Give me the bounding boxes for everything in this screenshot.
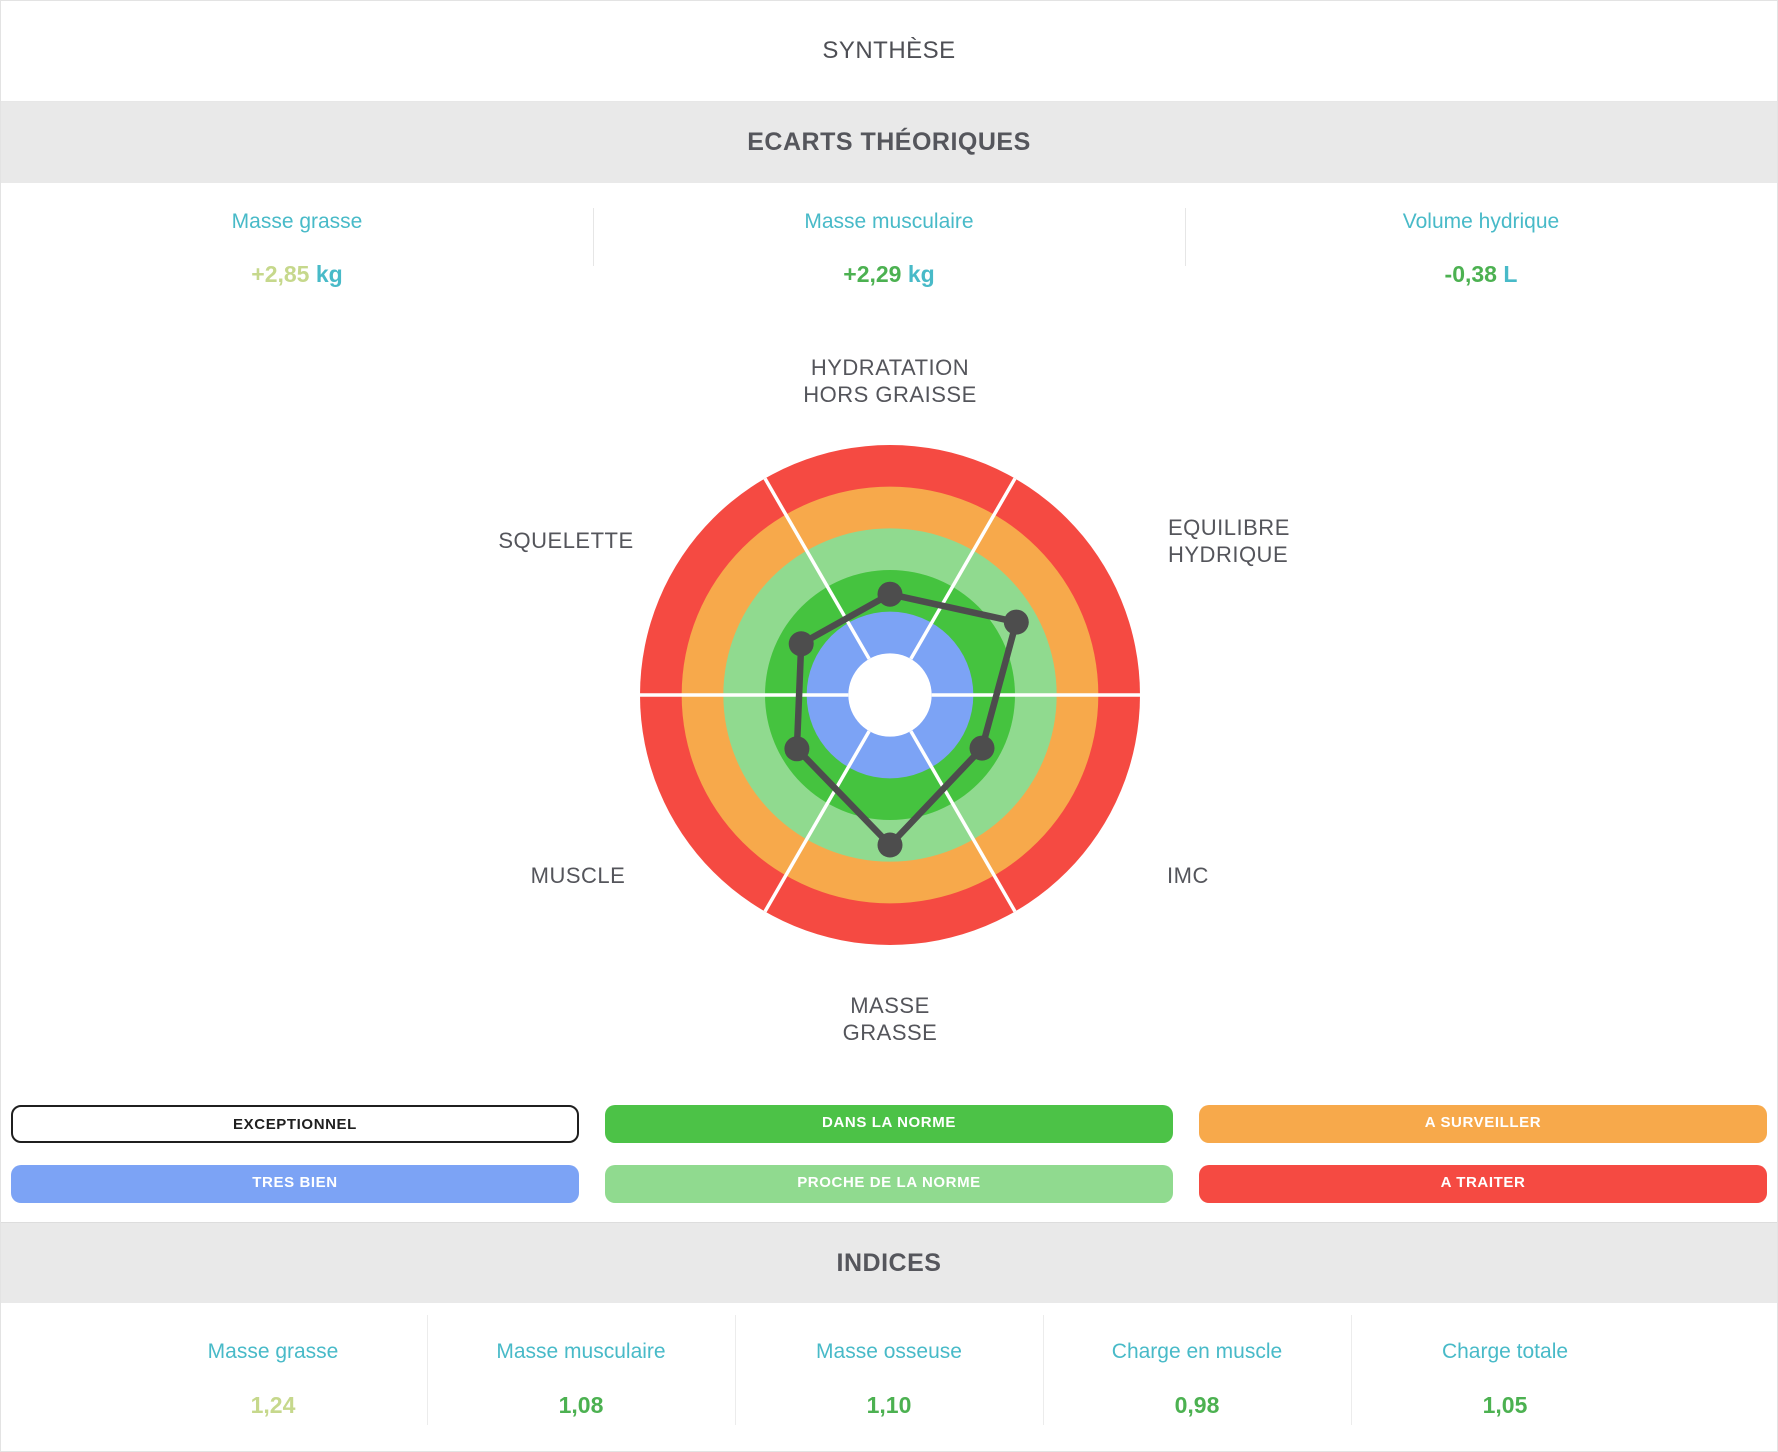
ecarts-metrics-row: Masse grasse +2,85 kg Masse musculaire +… — [1, 183, 1777, 300]
index-label: Masse osseuse — [816, 1340, 962, 1363]
axis-label-hydratation-hors-graisse: HYDRATATION HORS GRAISSE — [803, 355, 977, 407]
legend-pill-a-surveiller: A SURVEILLER — [1199, 1105, 1767, 1143]
bullseye-radar-chart — [640, 445, 1140, 945]
legend-pill-a-traiter: A TRAITER — [1199, 1165, 1767, 1203]
axis-label-equilibre-hydrique: EQUILIBRE HYDRIQUE — [1168, 515, 1290, 567]
metric-label: Volume hydrique — [1402, 210, 1560, 233]
metric-masse-grasse: Masse grasse +2,85 kg — [1, 183, 593, 300]
data-point-hydratation-hors-graisse — [877, 581, 903, 607]
page-header: SYNTHÈSE — [1, 1, 1777, 102]
radar-chart-area: HYDRATATION HORS GRAISSE EQUILIBRE HYDRI… — [1, 300, 1777, 1096]
axis-label-muscle: MUSCLE — [530, 863, 626, 888]
metric-volume-hydrique: Volume hydrique -0,38 L — [1185, 183, 1777, 300]
metric-value: +2,85 kg — [1, 261, 593, 288]
sector-divider-line — [763, 730, 871, 913]
index-value: 1,08 — [558, 1392, 604, 1418]
data-point-muscle — [784, 736, 810, 762]
metric-masse-musculaire: Masse musculaire +2,29 kg — [593, 183, 1185, 300]
index-label: Charge totale — [1441, 1340, 1569, 1363]
index-label: Charge en muscle — [1111, 1340, 1283, 1363]
legend-pill-proche-de-la-norme: PROCHE DE LA NORME — [605, 1165, 1173, 1203]
data-point-masse-grasse — [877, 832, 903, 858]
section-band-indices: INDICES — [1, 1222, 1777, 1303]
sector-divider-line — [909, 730, 1017, 913]
axis-label-imc: IMC — [1167, 863, 1209, 888]
metric-number: -0,38 — [1444, 261, 1497, 287]
metric-label: Masse grasse — [231, 210, 363, 233]
metric-unit: kg — [907, 261, 935, 287]
metric-label: Masse musculaire — [804, 210, 974, 233]
index-charge-totale: Charge totale 1,05 — [1351, 1303, 1659, 1450]
index-label: Masse grasse — [207, 1340, 339, 1363]
data-point-squelette — [788, 631, 814, 657]
radar-legend: EXCEPTIONNEL DANS LA NORME A SURVEILLER … — [1, 1096, 1777, 1222]
indices-row: Masse grasse 1,24 Masse musculaire 1,08 … — [1, 1303, 1777, 1450]
axis-label-squelette: SQUELETTE — [498, 528, 634, 553]
section-band-ecarts: ECARTS THÉORIQUES — [1, 102, 1777, 183]
metric-unit: L — [1503, 261, 1518, 287]
index-label: Masse musculaire — [496, 1340, 666, 1363]
data-point-equilibre-hydrique — [1003, 609, 1029, 635]
legend-pill-tres-bien: TRES BIEN — [11, 1165, 579, 1203]
index-value: 0,98 — [1174, 1392, 1220, 1418]
metric-unit: kg — [315, 261, 343, 287]
index-masse-osseuse: Masse osseuse 1,10 — [735, 1303, 1043, 1450]
metric-value: -0,38 L — [1185, 261, 1777, 288]
index-charge-en-muscle: Charge en muscle 0,98 — [1043, 1303, 1351, 1450]
legend-pill-dans-la-norme: DANS LA NORME — [605, 1105, 1173, 1143]
indices-section-title: INDICES — [836, 1248, 942, 1277]
index-value: 1,24 — [250, 1392, 296, 1418]
index-value: 1,10 — [866, 1392, 912, 1418]
index-masse-musculaire: Masse musculaire 1,08 — [427, 1303, 735, 1450]
legend-pill-exceptionnel: EXCEPTIONNEL — [11, 1105, 579, 1143]
data-point-imc — [969, 735, 995, 761]
metric-number: +2,85 — [251, 261, 310, 287]
index-value: 1,05 — [1482, 1392, 1528, 1418]
metric-number: +2,29 — [843, 261, 902, 287]
ecarts-section-title: ECARTS THÉORIQUES — [747, 128, 1031, 156]
sector-divider-line — [763, 477, 871, 660]
index-masse-grasse: Masse grasse 1,24 — [119, 1303, 427, 1450]
axis-label-masse-grasse: MASSE GRASSE — [842, 993, 938, 1045]
page-title: SYNTHÈSE — [822, 37, 956, 64]
ring-exceptionnel — [848, 653, 932, 737]
metric-value: +2,29 kg — [593, 261, 1185, 288]
sector-divider-line — [909, 477, 1017, 660]
